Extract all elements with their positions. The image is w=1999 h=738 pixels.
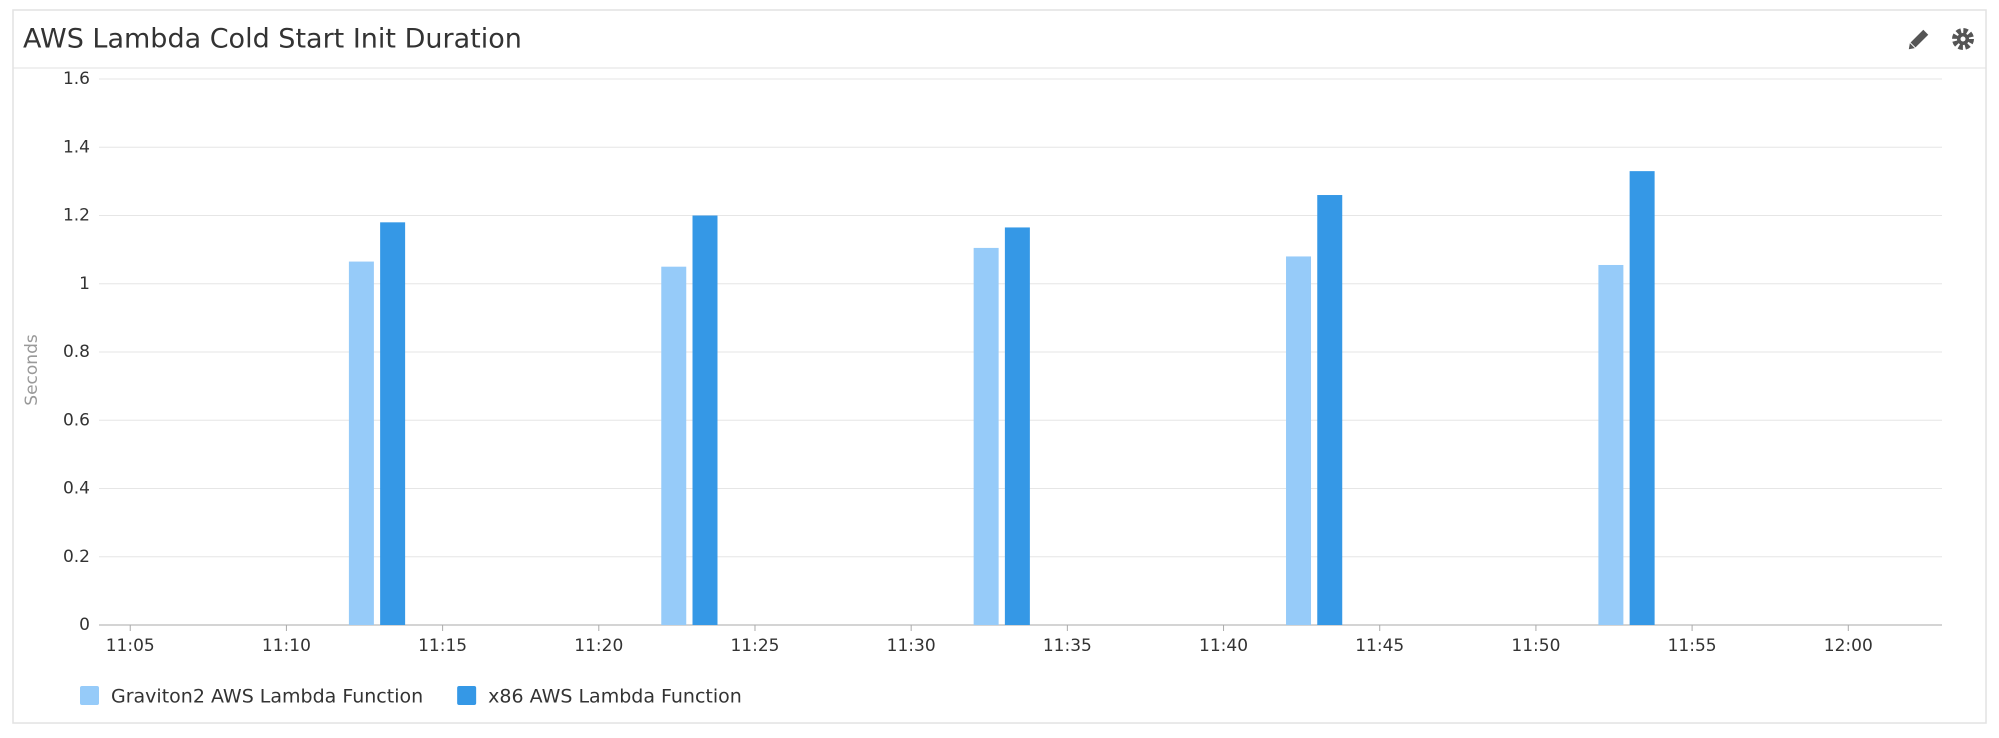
y-tick-label: 1.4 bbox=[63, 137, 90, 157]
legend-swatch bbox=[457, 686, 477, 705]
bar bbox=[1598, 264, 1624, 625]
x-tick-label: 11:55 bbox=[1668, 636, 1717, 656]
x-tick-label: 11:30 bbox=[887, 636, 936, 656]
legend-swatch bbox=[80, 686, 99, 705]
x-tick-label: 11:45 bbox=[1355, 636, 1404, 656]
x-tick-label: 11:15 bbox=[418, 636, 467, 656]
y-tick-label: 0 bbox=[79, 615, 90, 635]
legend-label: Graviton2 AWS Lambda Function bbox=[111, 686, 423, 708]
bar bbox=[1004, 227, 1030, 625]
gear-teeth bbox=[1952, 28, 1974, 50]
settings-icon[interactable] bbox=[1952, 28, 1974, 50]
x-tick-label: 11:10 bbox=[262, 636, 311, 656]
bar bbox=[380, 222, 406, 625]
y-tick-label: 0.4 bbox=[63, 479, 90, 499]
bar bbox=[661, 266, 687, 625]
pencil-body bbox=[1910, 29, 1929, 48]
x-tick-label: 11:50 bbox=[1511, 636, 1560, 656]
bar bbox=[692, 215, 718, 625]
bar bbox=[1629, 171, 1655, 625]
chart-title: AWS Lambda Cold Start Init Duration bbox=[23, 24, 522, 55]
bar bbox=[1317, 195, 1343, 625]
y-tick-label: 1 bbox=[79, 274, 90, 294]
x-tick-label: 11:20 bbox=[574, 636, 623, 656]
x-tick-label: 11:40 bbox=[1199, 636, 1248, 656]
legend-label: x86 AWS Lambda Function bbox=[488, 686, 742, 708]
x-tick-label: 11:25 bbox=[730, 636, 779, 656]
edit-icon[interactable] bbox=[1906, 29, 1929, 52]
y-axis-label: Seconds bbox=[22, 334, 42, 406]
bar bbox=[1286, 256, 1312, 625]
y-tick-label: 1.6 bbox=[63, 69, 90, 89]
y-tick-label: 1.2 bbox=[63, 206, 90, 226]
y-tick-label: 0.8 bbox=[63, 342, 90, 362]
panel bbox=[12, 9, 1987, 724]
x-tick-label: 11:05 bbox=[106, 636, 155, 656]
x-tick-label: 12:00 bbox=[1824, 636, 1873, 656]
pencil-tip bbox=[1908, 43, 1915, 50]
x-tick-label: 11:35 bbox=[1043, 636, 1092, 656]
y-tick-label: 0.2 bbox=[63, 547, 90, 567]
y-tick-label: 0.6 bbox=[63, 410, 90, 430]
gear-hole bbox=[1960, 36, 1966, 42]
bar bbox=[973, 247, 999, 625]
bar bbox=[348, 261, 374, 625]
